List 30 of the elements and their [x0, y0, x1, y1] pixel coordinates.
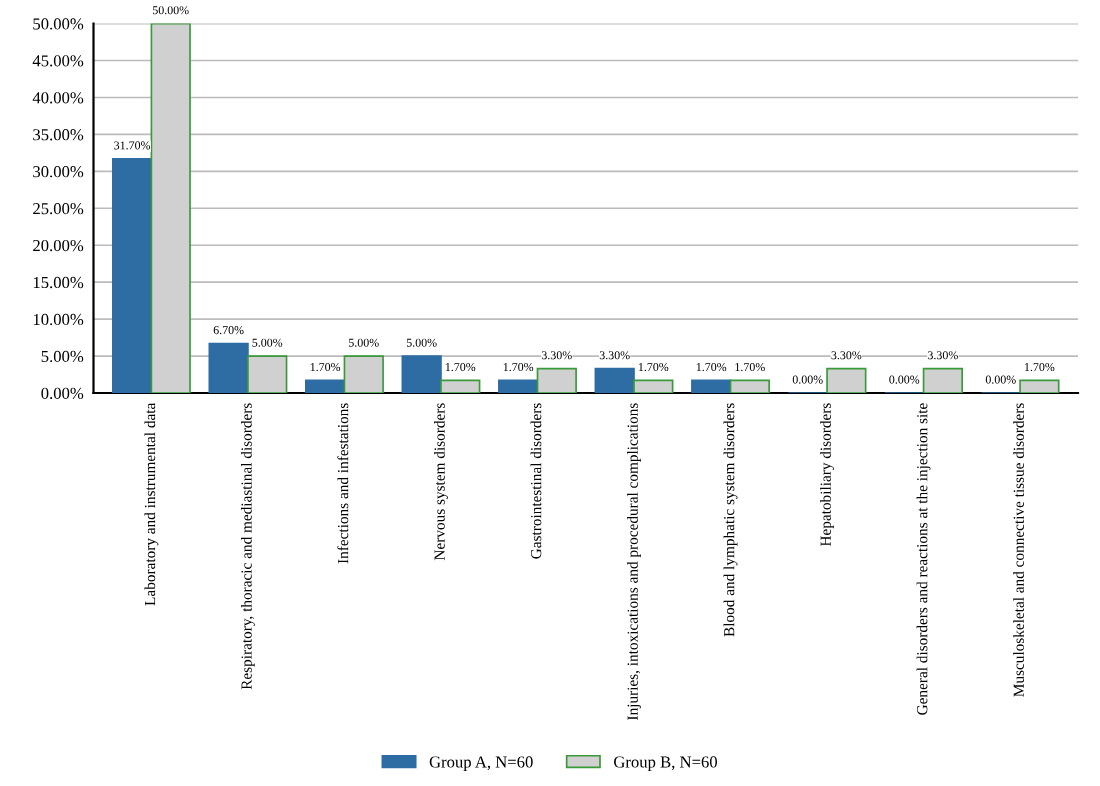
bar: [826, 367, 867, 393]
bar: [208, 342, 249, 393]
bar: [691, 379, 732, 393]
y-tick-label: 25.00%: [33, 202, 84, 215]
bar: [1019, 379, 1060, 393]
bar: [247, 355, 288, 393]
y-tick-label: 15.00%: [33, 276, 84, 289]
bar: [498, 379, 539, 393]
bar: [729, 379, 770, 393]
y-tick-label: 35.00%: [33, 129, 84, 141]
bar: [305, 379, 346, 393]
y-tick-label: 20.00%: [33, 239, 84, 252]
y-tick-label: 30.00%: [33, 166, 84, 178]
y-tick-label: 5.00%: [41, 350, 84, 363]
y-tick-label: 10.00%: [33, 313, 84, 326]
legend-label: Group A, N=60: [429, 756, 533, 771]
bar: [922, 367, 964, 393]
bar: [594, 367, 635, 393]
bar: [633, 379, 674, 393]
bar: [401, 355, 442, 393]
bar: [111, 157, 153, 393]
legend-label: Group B, N=60: [614, 756, 717, 771]
y-tick-label: 45.00%: [32, 55, 84, 67]
y-tick-label: 50.00%: [33, 18, 84, 30]
bar: [150, 23, 191, 393]
y-tick-label: 0.00%: [41, 387, 84, 400]
bar: [440, 379, 481, 393]
bar: [343, 355, 384, 393]
bar: [536, 367, 577, 393]
y-tick-label: 40.00%: [32, 92, 84, 104]
